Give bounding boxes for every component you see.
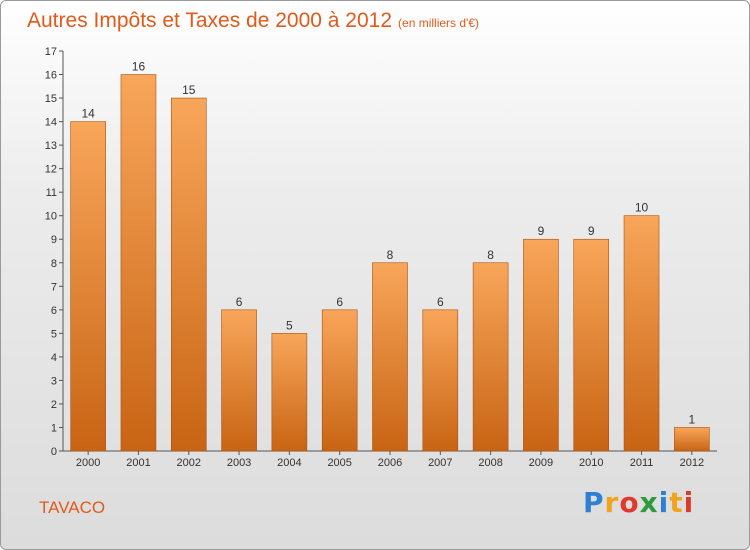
y-tick-label: 9 xyxy=(51,234,57,246)
y-tick-label: 17 xyxy=(45,46,57,58)
bar xyxy=(120,74,157,452)
y-tick-label: 1 xyxy=(51,422,57,434)
y-tick-label: 3 xyxy=(51,375,57,387)
bar xyxy=(523,238,559,452)
bar-value-label: 14 xyxy=(81,107,95,121)
y-tick-label: 15 xyxy=(45,93,57,105)
x-tick-label: 2000 xyxy=(76,457,100,469)
y-tick-label: 7 xyxy=(51,281,57,293)
bar-value-label: 6 xyxy=(437,295,444,309)
y-tick-label: 8 xyxy=(51,258,57,270)
x-tick-label: 2010 xyxy=(579,457,603,469)
chart-subtitle: (en milliers d'€) xyxy=(398,16,480,30)
bar-value-label: 6 xyxy=(336,295,343,309)
y-tick-label: 0 xyxy=(51,446,57,458)
y-tick-label: 10 xyxy=(45,211,57,223)
bar-value-label: 1 xyxy=(689,412,696,426)
y-tick-label: 5 xyxy=(51,328,57,340)
bar xyxy=(623,215,660,452)
y-tick-label: 2 xyxy=(51,399,57,411)
bar-value-label: 9 xyxy=(538,224,545,238)
y-tick-label: 14 xyxy=(45,117,57,129)
bar xyxy=(271,333,308,452)
bar xyxy=(472,262,509,452)
bar xyxy=(170,97,207,452)
x-tick-label: 2006 xyxy=(378,457,402,469)
bar-value-label: 9 xyxy=(588,224,595,238)
x-tick-label: 2002 xyxy=(177,457,201,469)
bar-value-label: 6 xyxy=(236,295,243,309)
bar xyxy=(422,309,459,452)
bar-value-label: 8 xyxy=(487,248,494,262)
bar xyxy=(221,309,257,452)
y-tick-label: 16 xyxy=(45,70,57,82)
bar xyxy=(674,427,710,452)
y-tick-label: 4 xyxy=(51,352,57,364)
x-tick-label: 2003 xyxy=(227,457,251,469)
y-tick-label: 13 xyxy=(45,140,57,152)
chart-title: Autres Impôts et Taxes de 2000 à 2012 (en… xyxy=(27,9,479,33)
y-tick-label: 6 xyxy=(51,305,57,317)
y-tick-label: 11 xyxy=(46,187,57,199)
x-tick-label: 2007 xyxy=(428,457,452,469)
bar xyxy=(372,262,408,452)
bar-value-label: 8 xyxy=(387,248,394,262)
location-name: TAVACO xyxy=(39,498,106,517)
y-tick-label: 12 xyxy=(45,164,57,176)
x-tick-label: 2001 xyxy=(126,457,150,469)
x-tick-label: 2005 xyxy=(327,457,351,469)
bar-value-label: 16 xyxy=(132,60,146,74)
x-tick-label: 2011 xyxy=(630,457,654,469)
x-tick-label: 2009 xyxy=(529,457,553,469)
x-tick-label: 2008 xyxy=(478,457,502,469)
bar-value-label: 5 xyxy=(286,318,293,332)
x-tick-label: 2012 xyxy=(680,457,704,469)
title-text: Autres Impôts et Taxes de 2000 à 2012 xyxy=(27,9,393,32)
proxiti-logo: Proxiti xyxy=(583,486,695,519)
bar xyxy=(321,309,358,452)
x-tick-label: 2004 xyxy=(277,457,301,469)
bar-value-label: 10 xyxy=(635,201,649,215)
bar xyxy=(573,238,610,452)
bar xyxy=(70,121,106,452)
bar-value-label: 15 xyxy=(182,83,196,97)
